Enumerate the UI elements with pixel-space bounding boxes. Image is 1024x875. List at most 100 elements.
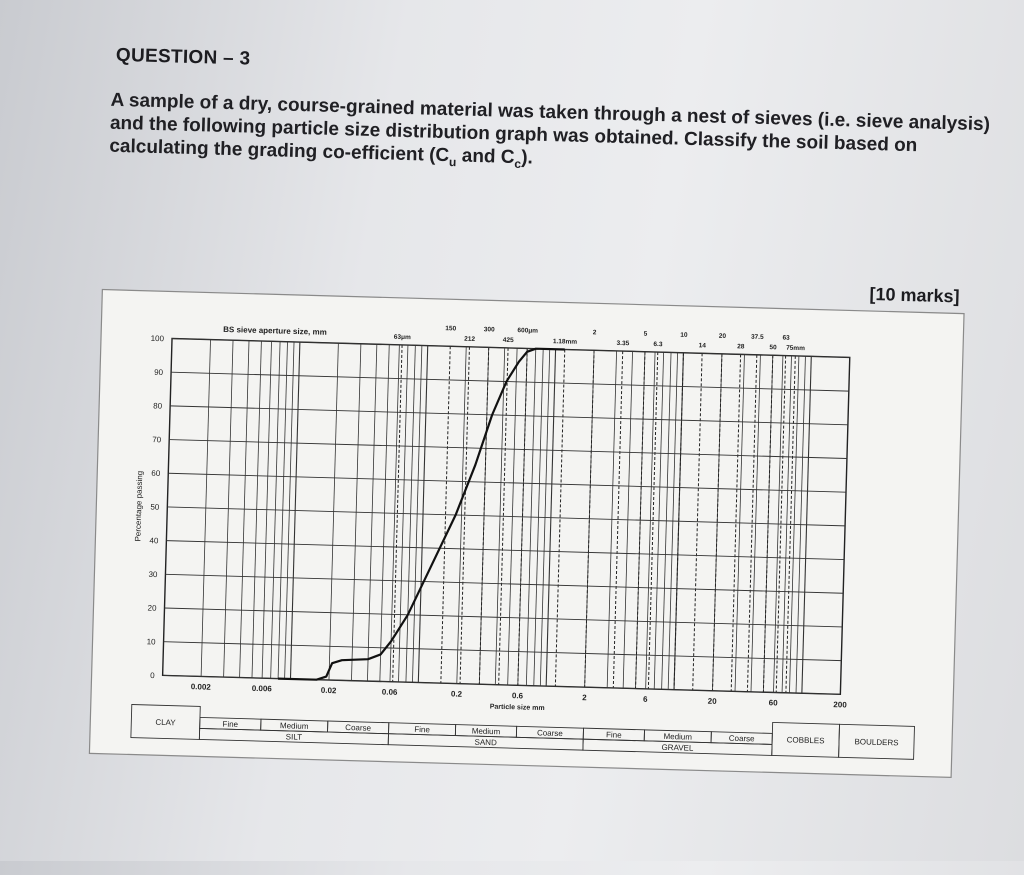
y-grid-line [170,405,848,426]
sieve-line [440,346,451,684]
classification-label: Medium [663,732,692,742]
sieve-label: 212 [464,336,475,343]
x-tick-label: 0.2 [451,689,463,698]
sieve-line [498,347,509,685]
x-tick-label: 0.002 [191,682,212,692]
sieve-label: 37.5 [751,334,764,341]
sieve-line [635,351,646,689]
x-tick-label: 0.06 [382,688,398,697]
y-grid-line [171,371,849,392]
y-tick-label: 70 [152,435,162,444]
classification-label: Coarse [729,734,756,744]
question-body: A sample of a dry, course-grained materi… [109,89,991,189]
sieve-line [554,349,566,687]
sieve-label: 1.18mm [553,338,578,346]
question-text-end: ). [520,147,534,169]
sieve-label: 5 [644,331,648,338]
x-tick-label: 0.6 [512,691,524,700]
sieve-caption: BS sieve aperture size, mm [223,325,327,337]
y-grid-line [163,641,842,662]
classification-label: Fine [222,720,238,729]
chart-frame [88,288,965,779]
sieve-label: 75mm [786,345,805,353]
sieve-label: 300 [484,326,495,333]
y-tick-label: 0 [150,671,155,680]
x-tick-label: 20 [708,697,718,706]
classification-cell [838,723,915,760]
marks-label: [10 marks] [869,283,960,307]
question-text-and: and C [456,145,515,168]
sieve-label: 3.35 [616,340,629,347]
sieve-label: 10 [680,332,688,339]
sieve-line [673,352,684,690]
classification-label: Medium [280,721,309,731]
classification-label: Fine [414,725,430,734]
y-grid-line [162,674,841,695]
sieve-line [762,355,774,693]
sieve-line [459,346,470,684]
y-grid-line [167,506,846,527]
classification-label: SAND [474,738,497,748]
classification-label: COBBLES [787,735,825,745]
y-grid-line [165,573,844,594]
x-axis-label: Particle size mm [490,704,545,713]
sieve-line [647,352,659,689]
sieve-line [612,351,624,688]
sieve-label: 50 [769,344,777,351]
sieve-line [692,353,703,691]
y-grid-line [164,607,843,628]
classification-label: Coarse [537,728,564,738]
y-grid-line [166,540,845,561]
x-tick-label: 0.006 [252,684,273,694]
classification-label: Fine [606,730,622,739]
sieve-label: 600μm [517,327,538,335]
sieve-line [584,350,595,688]
sieve-label: 20 [719,333,727,340]
sieve-label: 6.3 [653,341,663,348]
sieve-line [730,354,742,692]
x-tick-label: 2 [582,693,587,702]
sieve-line [478,347,490,685]
y-tick-label: 80 [153,401,163,410]
classification-label: Medium [472,727,501,737]
sieve-label: 14 [699,342,707,349]
y-tick-label: 40 [149,536,159,545]
particle-size-distribution-chart: 0 10 20 30 40 50 60 70 80 90 100 Percentage passing… [88,288,965,779]
y-grid-line [172,338,850,358]
sieve-label: 150 [445,325,456,332]
sieve-line [746,354,758,692]
sieve-line [775,355,787,693]
grading-chart: 0 10 20 30 40 50 60 70 80 90 100 Percentage passing… [88,288,969,783]
y-tick-label: 10 [147,637,157,646]
grading-curve [278,347,565,681]
y-tick-label: 100 [151,334,165,343]
sieve-line [785,355,796,693]
y-tick-label: 30 [148,570,158,579]
sieve-line [392,344,403,682]
sieve-label: 63 [782,335,790,342]
x-tick-label: 6 [643,695,648,704]
x-tick-label: 60 [769,698,779,707]
sieve-line [712,353,723,691]
y-tick-label: 90 [154,368,164,377]
sieve-label: 2 [593,329,597,336]
classification-label: Coarse [345,723,372,733]
sieve-label: 63μm [394,334,411,341]
classification-label: BOULDERS [854,737,898,747]
y-tick-label: 20 [147,604,157,613]
sieve-label: 28 [737,343,745,350]
x-tick-label: 200 [833,700,847,709]
question-title: QUESTION – 3 [115,44,251,70]
classification-label: SILT [286,732,303,741]
classification-label: CLAY [155,718,176,728]
y-grid-line [168,472,847,493]
sieve-line [517,348,528,686]
y-axis-label: Percentage passing [133,471,144,542]
y-tick-label: 50 [150,502,160,511]
sieve-label: 425 [503,337,514,344]
question-text: A sample of a dry, course-grained materi… [109,89,991,167]
y-grid-line [169,439,847,459]
y-tick-label: 60 [151,469,161,478]
classification-label: GRAVEL [661,743,694,753]
